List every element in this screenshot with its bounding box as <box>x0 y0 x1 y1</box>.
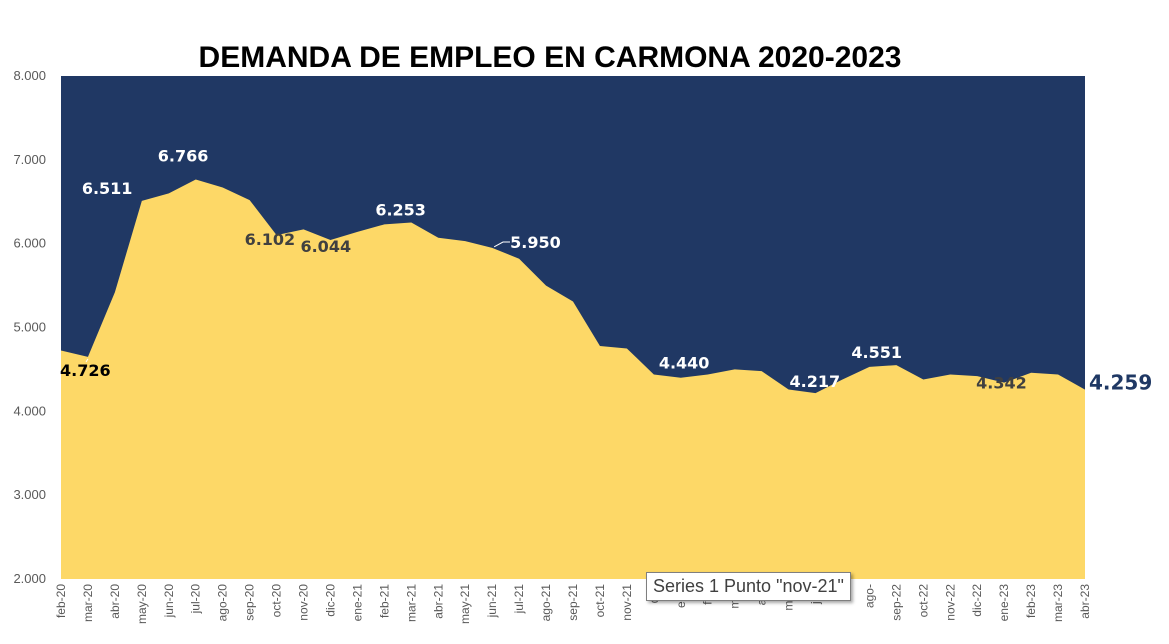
x-tick-label: jun-21 <box>485 584 499 619</box>
x-tick-label: mar-21 <box>404 584 418 622</box>
x-tick-label: mar-20 <box>81 584 95 622</box>
x-tick-label: ago- <box>862 584 876 608</box>
data-label: 6.766 <box>158 146 209 165</box>
data-label: 4.217 <box>790 372 841 391</box>
y-tick-label: 8.000 <box>13 68 46 83</box>
series-area <box>61 179 1085 579</box>
chart-tooltip: Series 1 Punto "nov-21" <box>646 572 851 601</box>
x-tick-label: dic-20 <box>323 584 337 617</box>
x-tick-label: abr-21 <box>431 584 445 619</box>
data-label: 6.102 <box>245 230 296 249</box>
x-tick-label: may-20 <box>135 584 149 624</box>
x-axis: feb-20 mar-20 abr-20 may-20 jun-20 jul-20 ago-… <box>54 584 1092 624</box>
x-tick-label: nov-21 <box>620 584 634 621</box>
y-axis: 2.000 3.000 4.000 5.000 6.000 7.000 8.000 <box>13 68 46 586</box>
data-label: 4.551 <box>851 343 902 362</box>
x-tick-label: sep-20 <box>243 584 257 621</box>
x-tick-label: sep-21 <box>566 584 580 621</box>
data-label: 4.726 <box>60 361 111 380</box>
x-tick-label: sep-22 <box>889 584 903 621</box>
x-tick-label: oct-22 <box>916 584 930 618</box>
y-tick-label: 2.000 <box>13 571 46 586</box>
y-tick-label: 3.000 <box>13 487 46 502</box>
x-tick-label: abr-20 <box>108 584 122 619</box>
x-tick-label: mar-23 <box>1051 584 1065 622</box>
data-label: 6.044 <box>300 237 351 256</box>
x-tick-label: jul-21 <box>512 584 526 615</box>
leader-line <box>85 358 89 363</box>
data-label: 4.440 <box>659 353 710 372</box>
x-tick-label: jul-20 <box>189 584 203 615</box>
data-label: 4.259 <box>1089 371 1152 395</box>
x-tick-label: oct-20 <box>270 584 284 618</box>
y-tick-label: 4.000 <box>13 403 46 418</box>
x-tick-label: dic-22 <box>970 584 984 617</box>
data-label: 4.342 <box>976 374 1027 393</box>
x-tick-label: ago-21 <box>539 584 553 622</box>
x-tick-label: oct-21 <box>593 584 607 618</box>
leader-line <box>493 241 510 248</box>
x-tick-label: ene-21 <box>350 584 364 622</box>
x-tick-label: may-21 <box>458 584 472 624</box>
x-tick-label: ene-23 <box>997 584 1011 622</box>
y-tick-label: 5.000 <box>13 320 46 335</box>
y-tick-label: 7.000 <box>13 152 46 167</box>
data-label: 5.950 <box>510 233 561 252</box>
data-label: 6.511 <box>82 179 133 198</box>
x-tick-label: feb-21 <box>377 584 391 618</box>
leader-lines <box>85 241 510 363</box>
x-tick-label: jun-20 <box>162 584 176 619</box>
x-tick-label: nov-20 <box>297 584 311 621</box>
x-tick-label: nov-22 <box>943 584 957 621</box>
data-labels: 4.726 6.511 6.766 6.102 6.044 6.253 5.950 4.440… <box>60 146 1152 394</box>
data-label: 6.253 <box>375 200 426 219</box>
x-tick-label: ago-20 <box>216 584 230 622</box>
chart-title: DEMANDA DE EMPLEO EN CARMONA 2020-2023 <box>199 41 902 74</box>
x-tick-label: abr-23 <box>1078 584 1092 619</box>
x-tick-label: feb-23 <box>1024 584 1038 618</box>
y-tick-label: 6.000 <box>13 236 46 251</box>
x-tick-label: feb-20 <box>54 584 68 618</box>
